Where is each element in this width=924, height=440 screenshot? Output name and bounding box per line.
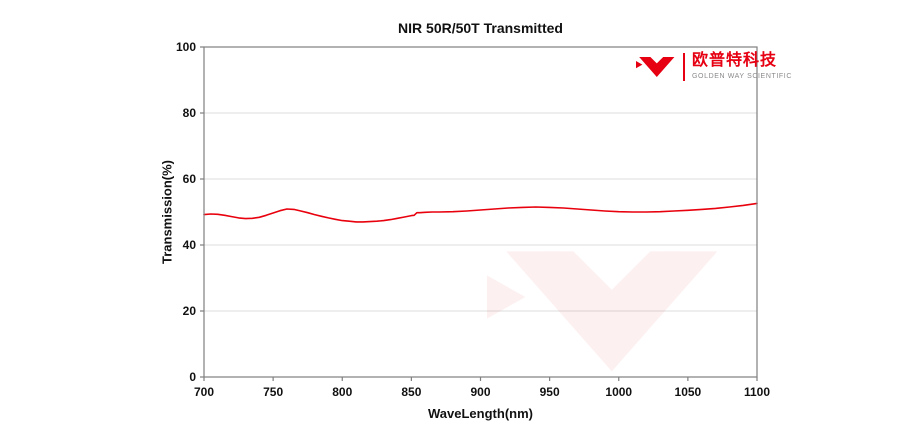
tick-labels: 0 20 40 60 80 100 700 750 800 850 900 950 1000 1050 11…	[176, 40, 770, 399]
svg-text:750: 750	[263, 385, 283, 399]
logo-english-name: GOLDEN WAY SCIENTIFIC	[692, 73, 792, 80]
chart-title: NIR 50R/50T Transmitted	[398, 20, 563, 36]
svg-text:20: 20	[183, 304, 197, 318]
logo-chinese-name: 欧普特科技	[692, 52, 778, 69]
svg-text:900: 900	[470, 385, 490, 399]
svg-text:80: 80	[183, 106, 197, 120]
svg-text:1000: 1000	[605, 385, 632, 399]
svg-text:1100: 1100	[744, 385, 770, 399]
svg-text:1050: 1050	[675, 385, 702, 399]
svg-text:700: 700	[194, 385, 214, 399]
axes	[200, 46, 758, 381]
golden-way-logo-icon	[636, 56, 675, 77]
svg-text:950: 950	[540, 385, 560, 399]
x-axis-label: WaveLength(nm)	[428, 406, 533, 421]
y-axis-label: Transmission(%)	[159, 159, 175, 265]
svg-text:850: 850	[401, 385, 421, 399]
svg-text:0: 0	[189, 370, 196, 384]
logo-text: 欧普特科技 GOLDEN WAY SCIENTIFIC	[692, 52, 792, 81]
svg-text:100: 100	[176, 40, 196, 54]
svg-text:60: 60	[183, 172, 197, 186]
logo-divider	[683, 52, 685, 81]
svg-text:800: 800	[332, 385, 352, 399]
transmission-line	[203, 202, 758, 223]
brand-logo: 欧普特科技 GOLDEN WAY SCIENTIFIC	[636, 52, 792, 81]
svg-text:40: 40	[183, 238, 197, 252]
